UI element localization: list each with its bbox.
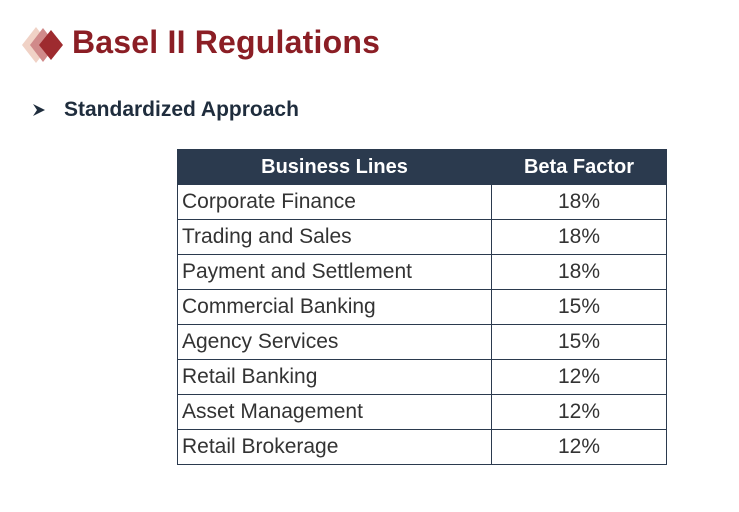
table-row: Commercial Banking 15% xyxy=(177,289,667,325)
business-line-cell: Commercial Banking xyxy=(177,289,492,325)
beta-factor-cell: 18% xyxy=(491,184,667,220)
business-line-cell: Retail Banking xyxy=(177,359,492,395)
diamond-dark-icon xyxy=(39,30,63,60)
arrow-bullet-icon xyxy=(33,104,45,116)
section-subtitle: Standardized Approach xyxy=(64,98,299,121)
business-line-cell: Asset Management xyxy=(177,394,492,430)
business-line-cell: Agency Services xyxy=(177,324,492,360)
table-row: Corporate Finance 18% xyxy=(177,184,667,220)
table-row: Trading and Sales 18% xyxy=(177,219,667,255)
table-row: Agency Services 15% xyxy=(177,324,667,360)
beta-factor-table: Business Lines Beta Factor Corporate Fin… xyxy=(177,149,667,465)
table-row: Payment and Settlement 18% xyxy=(177,254,667,290)
beta-factor-cell: 12% xyxy=(491,394,667,430)
table-row: Retail Banking 12% xyxy=(177,359,667,395)
beta-factor-cell: 15% xyxy=(491,324,667,360)
beta-factor-cell: 18% xyxy=(491,254,667,290)
column-header-business-lines: Business Lines xyxy=(177,149,492,185)
business-line-cell: Trading and Sales xyxy=(177,219,492,255)
table-row: Asset Management 12% xyxy=(177,394,667,430)
beta-factor-cell: 12% xyxy=(491,359,667,395)
beta-factor-cell: 15% xyxy=(491,289,667,325)
table-row: Retail Brokerage 12% xyxy=(177,429,667,465)
business-line-cell: Payment and Settlement xyxy=(177,254,492,290)
section-heading: Standardized Approach xyxy=(32,98,299,122)
column-header-beta-factor: Beta Factor xyxy=(491,149,667,185)
page-title: Basel II Regulations xyxy=(72,24,381,60)
business-line-cell: Retail Brokerage xyxy=(177,429,492,465)
diamond-logo-icon xyxy=(22,27,63,63)
beta-factor-cell: 12% xyxy=(491,429,667,465)
table-header-row: Business Lines Beta Factor xyxy=(177,149,667,185)
beta-factor-cell: 18% xyxy=(491,219,667,255)
business-line-cell: Corporate Finance xyxy=(177,184,492,220)
